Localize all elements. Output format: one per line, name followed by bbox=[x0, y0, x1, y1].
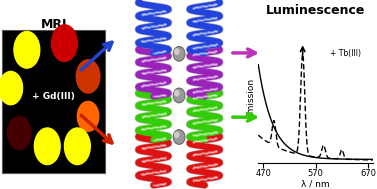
Text: MRI: MRI bbox=[40, 18, 67, 31]
Circle shape bbox=[173, 130, 185, 144]
Circle shape bbox=[174, 131, 184, 143]
Ellipse shape bbox=[0, 71, 23, 105]
Circle shape bbox=[173, 47, 185, 61]
Circle shape bbox=[175, 132, 179, 137]
Text: + Tb(III): + Tb(III) bbox=[329, 50, 360, 58]
Ellipse shape bbox=[34, 128, 60, 165]
Ellipse shape bbox=[14, 32, 40, 68]
Ellipse shape bbox=[76, 60, 100, 93]
Circle shape bbox=[175, 91, 179, 96]
Text: + Gd(III): + Gd(III) bbox=[32, 92, 75, 101]
Bar bbox=[2, 30, 105, 173]
Circle shape bbox=[174, 89, 184, 101]
Y-axis label: Emission: Emission bbox=[247, 78, 256, 118]
Ellipse shape bbox=[8, 116, 31, 150]
Circle shape bbox=[175, 49, 179, 54]
Text: Luminescence: Luminescence bbox=[266, 4, 365, 17]
Circle shape bbox=[173, 88, 185, 103]
X-axis label: λ / nm: λ / nm bbox=[302, 179, 330, 188]
Circle shape bbox=[174, 48, 184, 60]
Ellipse shape bbox=[77, 101, 99, 131]
Ellipse shape bbox=[64, 128, 90, 165]
Ellipse shape bbox=[52, 25, 77, 61]
